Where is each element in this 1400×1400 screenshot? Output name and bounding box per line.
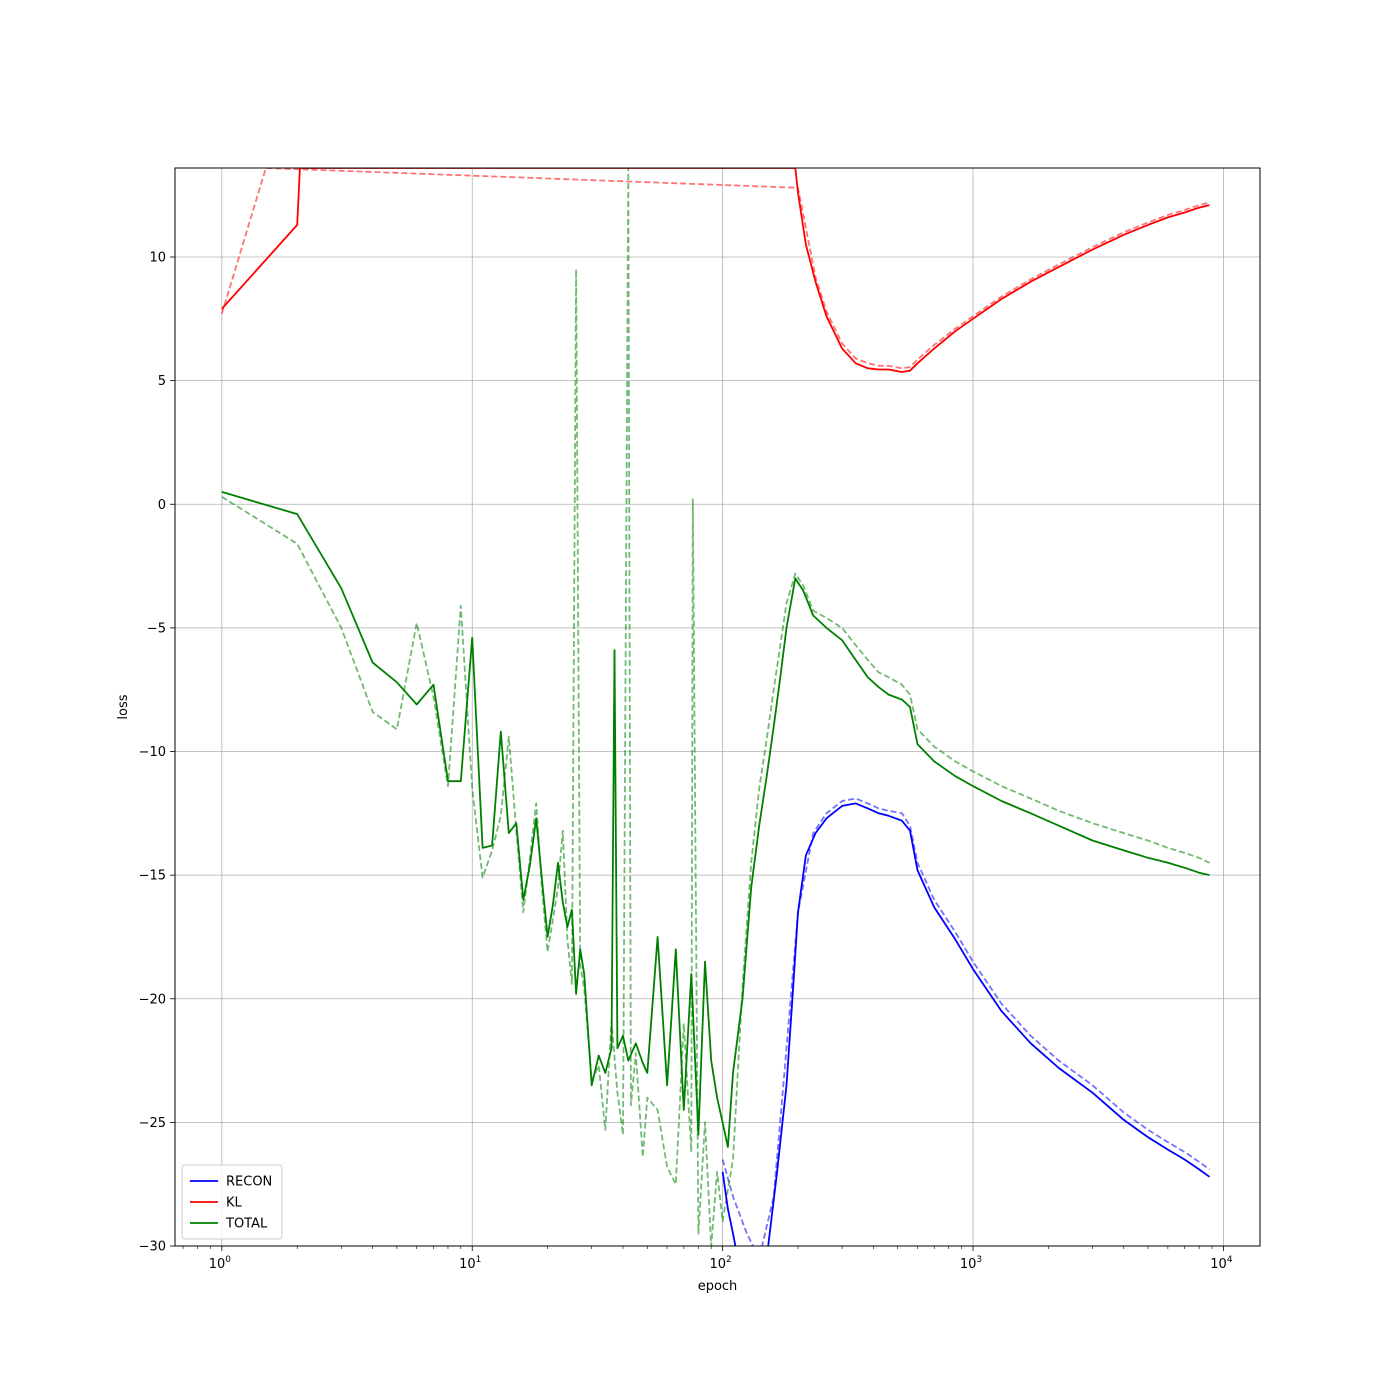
- y-tick-label: 0: [158, 498, 166, 513]
- series-line-total-val: [221, 168, 1210, 1246]
- x-tick-label: 104: [1210, 1255, 1233, 1272]
- y-tick-label: 10: [149, 251, 166, 266]
- plot-area: [220, 168, 1211, 1246]
- axes-frame: [174, 167, 1261, 1247]
- x-tick-label: 103: [960, 1255, 982, 1272]
- legend: RECON KL TOTAL: [181, 1164, 283, 1240]
- x-tick-label: 102: [709, 1255, 731, 1272]
- series-line-recon-val: [721, 797, 1211, 1246]
- y-tick-label: −30: [139, 1240, 166, 1255]
- series-line-total: [221, 491, 1210, 1148]
- series-line-recon: [721, 802, 1211, 1246]
- y-tick-label: −20: [139, 992, 166, 1007]
- x-axis-label: epoch: [698, 1279, 738, 1294]
- y-axis-label: loss: [116, 694, 131, 719]
- y-tick-label: −10: [139, 745, 166, 760]
- y-tick-label: 5: [158, 374, 166, 389]
- y-tick-label: −25: [139, 1116, 166, 1131]
- x-tick-label: 100: [209, 1255, 232, 1272]
- x-tick-label: 101: [459, 1255, 481, 1272]
- legend-label: TOTAL: [225, 1217, 268, 1232]
- legend-box: [181, 1164, 283, 1240]
- y-tick-label: −5: [147, 621, 166, 636]
- series-line-kl: [221, 168, 1210, 373]
- legend-label: KL: [226, 1196, 243, 1211]
- legend-label: RECON: [226, 1175, 272, 1190]
- series-line-kl-val: [220, 168, 1210, 370]
- y-tick-label: −15: [139, 869, 166, 884]
